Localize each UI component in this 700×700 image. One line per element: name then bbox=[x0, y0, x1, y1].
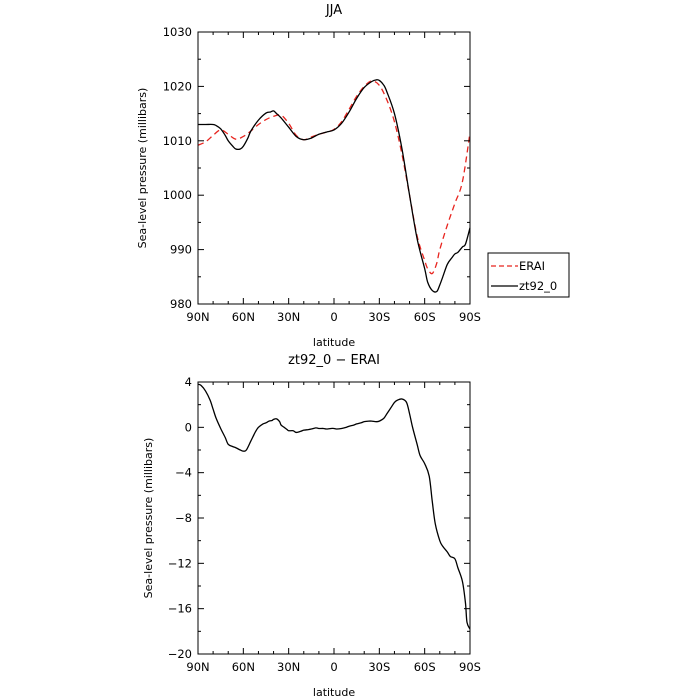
top-ytick-label: 1000 bbox=[163, 188, 192, 202]
bottom-xtick-label: 60S bbox=[414, 660, 436, 674]
top-ytick-label: 990 bbox=[170, 243, 192, 257]
top-xtick-label: 60S bbox=[414, 310, 436, 324]
bottom-plot-frame bbox=[197, 381, 471, 655]
top-ytick-label: 1020 bbox=[163, 79, 192, 93]
top-ytick-label: 1010 bbox=[163, 134, 192, 148]
top-chart-title: JJA bbox=[325, 3, 342, 18]
bottom-xtick-label: 30S bbox=[368, 660, 390, 674]
top-xtick-label: 30S bbox=[368, 310, 390, 324]
bottom-xtick-label: 60N bbox=[232, 660, 255, 674]
difference-chart-bottom: zt92_0 − ERAI 90N 60N 30N 0 30S 60S 90S −20 −16 −… bbox=[142, 353, 481, 699]
bottom-xtick-label: 30N bbox=[277, 660, 300, 674]
bottom-y-axis-label: Sea-level pressure (millibars) bbox=[142, 438, 155, 599]
top-series-erai-line bbox=[197, 80, 471, 275]
top-ytick-label: 980 bbox=[170, 297, 192, 311]
top-xtick-label: 90S bbox=[459, 310, 481, 324]
bottom-chart-title: zt92_0 − ERAI bbox=[288, 353, 380, 368]
top-xtick-label: 90N bbox=[186, 310, 209, 324]
top-y-axis-label: Sea-level pressure (millibars) bbox=[136, 88, 149, 249]
top-ytick-label: 1030 bbox=[163, 25, 192, 39]
legend-label-zt92: zt92_0 bbox=[519, 279, 557, 293]
top-xtick-label: 0 bbox=[330, 310, 337, 324]
top-plot-frame bbox=[197, 31, 471, 305]
bottom-series-zt92-line bbox=[197, 383, 471, 630]
top-xtick-label: 60N bbox=[232, 310, 255, 324]
bottom-xtick-label: 90N bbox=[186, 660, 209, 674]
bottom-ytick-label: 0 bbox=[185, 420, 192, 434]
bottom-ytick-label: 4 bbox=[185, 375, 192, 389]
top-xtick-label: 30N bbox=[277, 310, 300, 324]
top-x-axis-label: latitude bbox=[313, 336, 355, 349]
bottom-ytick-label: −8 bbox=[175, 511, 192, 525]
legend-box bbox=[487, 252, 570, 298]
bottom-ytick-label: −20 bbox=[168, 647, 192, 661]
bottom-ytick-label: −16 bbox=[168, 602, 192, 616]
legend: ERAI zt92_0 bbox=[487, 252, 570, 298]
bottom-xtick-label: 90S bbox=[459, 660, 481, 674]
top-series-zt92-line bbox=[198, 79, 471, 293]
bottom-x-axis-label: latitude bbox=[313, 686, 355, 699]
legend-label-erai: ERAI bbox=[519, 259, 545, 273]
bottom-xtick-label: 0 bbox=[330, 660, 337, 674]
bottom-ytick-label: −12 bbox=[168, 556, 192, 570]
bottom-ytick-label: −4 bbox=[175, 466, 192, 480]
pressure-chart-top: JJA 90N 60N 30N 0 30S 60S 90S 980 990 1000 1010 102… bbox=[136, 3, 570, 349]
